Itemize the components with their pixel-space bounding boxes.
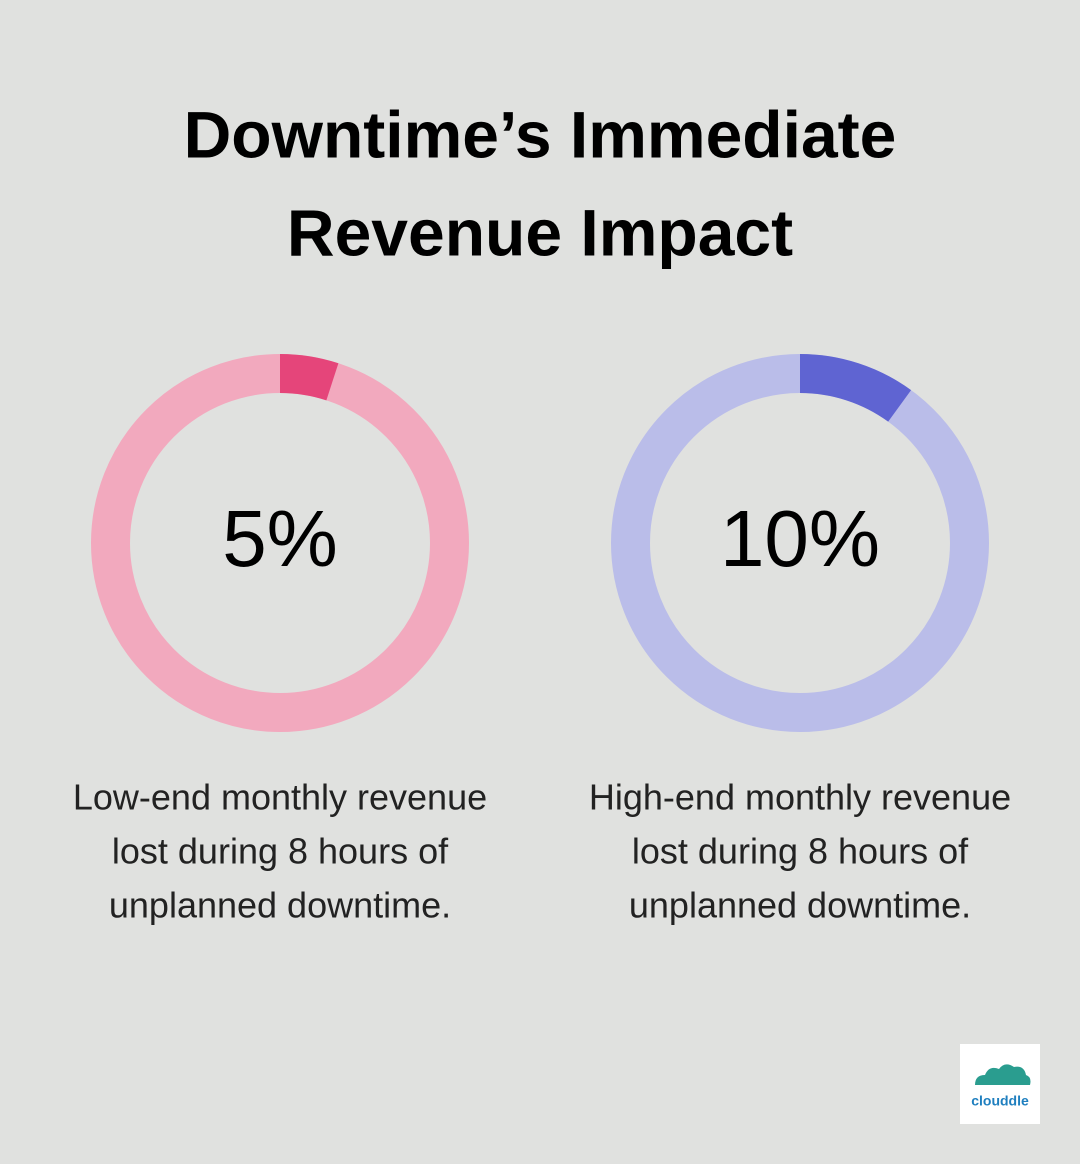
caption-line: lost during 8 hours of [112, 831, 449, 872]
caption-line: High-end monthly revenue [589, 777, 1011, 818]
logo-text: clouddle [971, 1093, 1029, 1109]
logo-cloud [975, 1064, 1031, 1085]
caption-line: unplanned downtime. [109, 885, 451, 926]
caption-line: unplanned downtime. [629, 885, 971, 926]
donut-segment [279, 354, 339, 401]
caption-line: Low-end monthly revenue [73, 777, 487, 818]
caption-line: lost during 8 hours of [632, 831, 969, 872]
logo: clouddle [960, 1044, 1040, 1124]
value-label: 5% [222, 494, 338, 583]
donut-segment [799, 354, 912, 422]
value-label: 10% [720, 494, 880, 583]
title-line: Revenue Impact [287, 195, 793, 269]
title-line: Downtime’s Immediate [184, 97, 897, 171]
